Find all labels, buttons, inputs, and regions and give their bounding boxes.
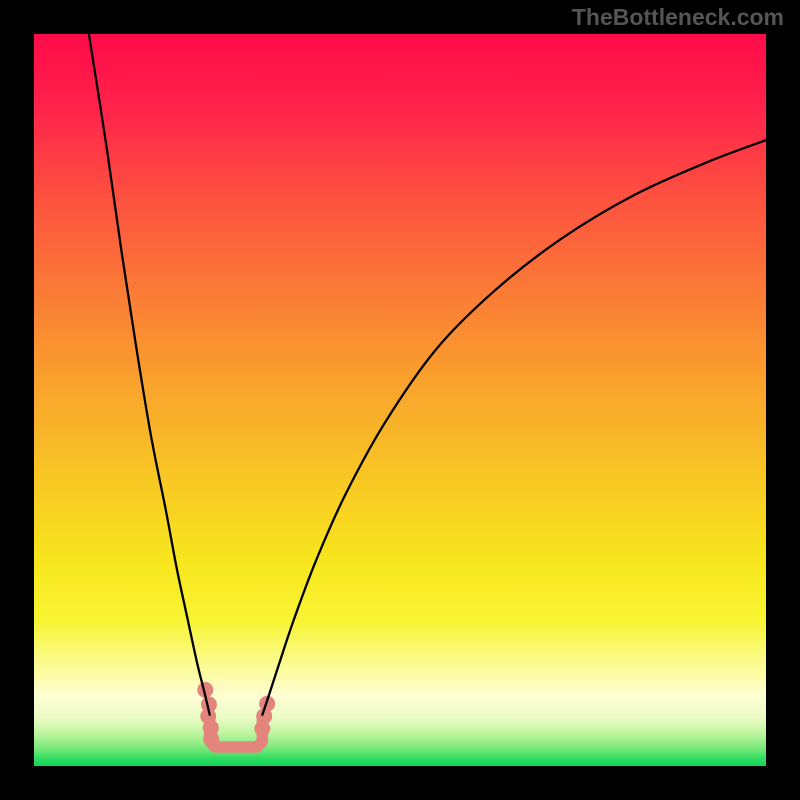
left-curve — [89, 34, 210, 715]
watermark-text: TheBottleneck.com — [572, 4, 784, 31]
valley-dot — [203, 731, 219, 747]
chart-svg — [34, 34, 766, 766]
plot-area — [34, 34, 766, 766]
chart-frame: TheBottleneck.com — [0, 0, 800, 800]
right-curve — [262, 140, 766, 715]
